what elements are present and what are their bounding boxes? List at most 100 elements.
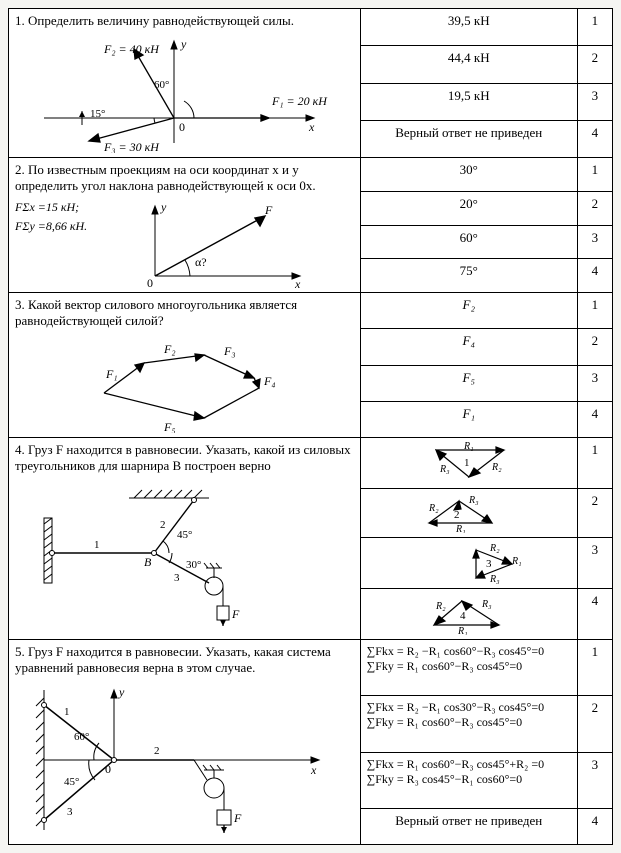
svg-text:F: F	[264, 203, 273, 217]
q5-eq3b: ∑Fky = R₃ cos45°−R₁ cos60°=0	[367, 772, 571, 787]
q4-prompt: 4. Груз F находится в равновесии. Указат…	[15, 442, 354, 474]
q2-ans1: 30°	[360, 158, 577, 192]
svg-text:y: y	[118, 685, 125, 699]
q4-num2: 2	[577, 489, 612, 538]
q4-num4: 4	[577, 589, 612, 640]
svg-text:x: x	[294, 277, 301, 288]
q2-diagram: y x F α? 0	[135, 198, 315, 288]
q1-diagram: F₂ = 40 кН F₁ = 20 кН F₃ = 30 кН 60° 15°…	[34, 33, 334, 153]
q5-eq3a: ∑Fkx = R₁ cos60°−R₃ cos45°+R₂ =0	[367, 757, 571, 772]
q4-diagram: 1 2 3 45° 30° B F	[34, 478, 334, 628]
svg-text:45°: 45°	[177, 529, 192, 541]
q5-num4: 4	[577, 808, 612, 844]
svg-text:1: 1	[64, 706, 70, 718]
svg-text:45°: 45°	[64, 776, 79, 788]
q2-ans3: 60°	[360, 225, 577, 259]
q1-num4: 4	[577, 120, 612, 157]
q3-num1: 1	[577, 293, 612, 329]
svg-text:F₁ = 20 кН: F₁ = 20 кН	[271, 94, 328, 108]
svg-text:0: 0	[147, 276, 153, 288]
svg-text:1: 1	[94, 539, 100, 551]
q5-num1: 1	[577, 640, 612, 696]
svg-text:0: 0	[105, 762, 111, 776]
q1-num2: 2	[577, 46, 612, 83]
q1-ans1: 39,5 кН	[360, 9, 577, 46]
svg-text:30°: 30°	[186, 559, 201, 571]
q2-num3: 3	[577, 225, 612, 259]
svg-text:3: 3	[67, 806, 73, 818]
q5-eq2a: ∑Fkx = R₂ −R₁ cos30°−R₃ cos45°=0	[367, 700, 571, 715]
svg-text:F₃: F₃	[223, 344, 236, 358]
q1-num1: 1	[577, 9, 612, 46]
q5-ans4: Верный ответ не приведен	[360, 808, 577, 844]
svg-text:2: 2	[454, 509, 460, 521]
q5-diagram: 1 2 3 60° 45° y x 0 F	[29, 680, 339, 840]
svg-text:1: 1	[464, 457, 470, 469]
q5-eq1b: ∑Fky = R₁ cos60°−R₃ cos45°=0	[367, 659, 571, 674]
q5-num2: 2	[577, 696, 612, 752]
svg-text:R₃: R₃	[439, 464, 450, 475]
svg-text:R₂: R₂	[489, 543, 500, 554]
svg-text:R₁: R₁	[511, 556, 522, 567]
q5-ans2: ∑Fkx = R₂ −R₁ cos30°−R₃ cos45°=0 ∑Fky = …	[360, 696, 577, 752]
svg-text:R₂: R₂	[428, 503, 439, 514]
q2-ans4: 75°	[360, 259, 577, 293]
q2-given1: FΣx =15 кН;	[15, 198, 87, 217]
q2-given2: FΣy =8,66 кН.	[15, 217, 87, 236]
svg-text:F₂: F₂	[163, 342, 176, 356]
q4-tri4: 4 R₂ R₃ R₁	[360, 589, 577, 640]
svg-text:R₃: R₃	[481, 599, 492, 610]
svg-text:4: 4	[460, 610, 466, 622]
q5-prompt: 5. Груз F находится в равновесии. Указат…	[15, 644, 354, 676]
q2-num4: 4	[577, 259, 612, 293]
q1-ans3: 19,5 кН	[360, 83, 577, 120]
problems-table: 1. Определить величину равнодействующей …	[8, 8, 613, 845]
q5-eq1a: ∑Fkx = R₂ −R₁ cos60°−R₃ cos45°=0	[367, 644, 571, 659]
q5-eq2b: ∑Fky = R₁ cos60°−R₃ cos45°=0	[367, 715, 571, 730]
svg-text:R₁: R₁	[457, 626, 468, 635]
svg-text:R₂: R₂	[435, 601, 446, 612]
svg-text:F₅: F₅	[163, 420, 176, 433]
svg-text:3: 3	[174, 572, 180, 584]
q3-cell: 3. Какой вектор силового многоугольника …	[9, 293, 361, 438]
svg-text:15°: 15°	[90, 108, 105, 120]
svg-text:x: x	[310, 763, 317, 777]
svg-text:2: 2	[154, 745, 160, 757]
svg-text:2: 2	[160, 519, 166, 531]
q5-num3: 3	[577, 752, 612, 808]
svg-text:F: F	[233, 811, 242, 825]
q5-ans3: ∑Fkx = R₁ cos60°−R₃ cos45°+R₂ =0 ∑Fky = …	[360, 752, 577, 808]
q2-cell: 2. По известным проекциям на оси координ…	[9, 158, 361, 293]
svg-text:R₁: R₁	[463, 442, 474, 452]
q1-prompt: 1. Определить величину равнодействующей …	[15, 13, 354, 29]
q4-num1: 1	[577, 438, 612, 489]
svg-text:α?: α?	[195, 255, 207, 269]
q2-prompt: 2. По известным проекциям на оси координ…	[15, 162, 354, 194]
svg-text:F₄: F₄	[263, 374, 276, 388]
q4-num3: 3	[577, 538, 612, 589]
q3-diagram: F₁ F₂ F₃ F₄ F₅	[64, 333, 304, 433]
q5-cell: 5. Груз F находится в равновесии. Указат…	[9, 640, 361, 845]
q4-tri3: 3 R₂ R₁ R₃	[360, 538, 577, 589]
svg-text:R₂: R₂	[491, 462, 502, 473]
q1-ans4: Верный ответ не приведен	[360, 120, 577, 157]
svg-text:x: x	[308, 120, 315, 134]
q5-ans1: ∑Fkx = R₂ −R₁ cos60°−R₃ cos45°=0 ∑Fky = …	[360, 640, 577, 696]
q1-cell: 1. Определить величину равнодействующей …	[9, 9, 361, 158]
q3-num2: 2	[577, 329, 612, 365]
q3-ans2: F₄	[360, 329, 577, 365]
svg-text:F₂ = 40 кН: F₂ = 40 кН	[103, 42, 160, 56]
q3-ans4: F₁	[360, 401, 577, 437]
svg-text:3: 3	[486, 558, 492, 570]
svg-text:60°: 60°	[154, 79, 169, 91]
svg-text:R₃: R₃	[468, 495, 479, 506]
svg-text:60°: 60°	[74, 731, 89, 743]
q1-ans2: 44,4 кН	[360, 46, 577, 83]
q2-ans2: 20°	[360, 191, 577, 225]
q3-num4: 4	[577, 401, 612, 437]
svg-text:F₁: F₁	[105, 367, 118, 381]
svg-text:F₃ = 30 кН: F₃ = 30 кН	[103, 140, 160, 153]
q2-num1: 1	[577, 158, 612, 192]
svg-text:0: 0	[179, 120, 185, 134]
q4-tri1: 1 R₁ R₂ R₃	[360, 438, 577, 489]
